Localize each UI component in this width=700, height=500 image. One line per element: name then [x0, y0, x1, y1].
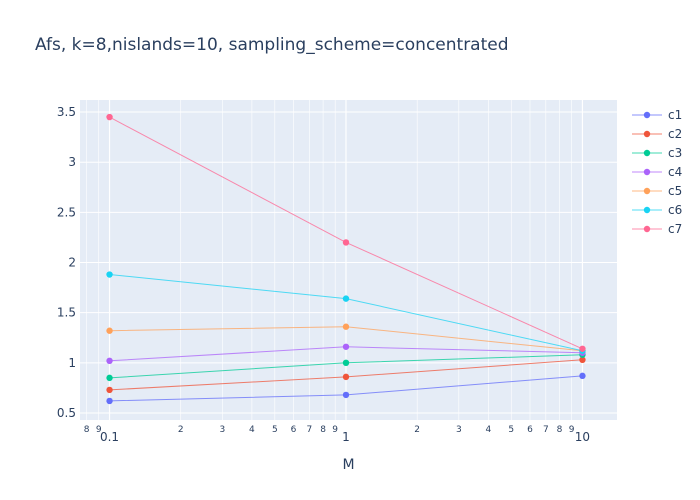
series-c1 [106, 372, 586, 405]
chart-title: Afs, k=8,nislands=10, sampling_scheme=co… [35, 35, 509, 55]
legend-swatch-marker [643, 187, 651, 195]
data-point-c2[interactable] [579, 356, 586, 364]
legend-item-c2[interactable]: c2 [632, 127, 682, 141]
data-point-c5[interactable] [106, 327, 113, 334]
y-axis: 0.5 1 1.5 2 2.5 3 3.5 [57, 105, 76, 420]
data-point-c7[interactable] [106, 113, 113, 121]
x-minor-tick-label: 2 [178, 425, 184, 435]
data-point-c3[interactable] [106, 374, 113, 382]
legend-label: c5 [668, 184, 682, 198]
legend-label: c4 [668, 165, 682, 179]
x-axis: 8 9 2 3 4 5 6 7 8 9 2 3 4 5 6 7 8 90.1 1 10 [84, 425, 590, 444]
series-c4 [106, 343, 586, 365]
x-minor-tick-label: 4 [485, 425, 491, 435]
legend-item-c7[interactable]: c7 [632, 222, 682, 236]
legend-swatch-marker [643, 130, 651, 138]
plot-background [80, 100, 617, 420]
data-point-c1[interactable] [106, 397, 113, 405]
x-minor-tick-label: 9 [96, 425, 102, 435]
legend-item-c1[interactable]: c1 [632, 108, 682, 122]
data-point-c4[interactable] [106, 357, 113, 365]
x-axis-title: M [342, 457, 354, 473]
data-point-c2[interactable] [342, 373, 350, 381]
legend-item-c5[interactable]: c5 [632, 184, 682, 198]
legend-label: c3 [668, 146, 682, 160]
data-point-c2[interactable] [106, 386, 113, 394]
x-minor-tick-label: 5 [508, 425, 514, 435]
series-c7 [106, 113, 586, 352]
y-tick-label: 1 [68, 356, 76, 370]
x-minor-tick-label: 6 [291, 425, 297, 435]
legend-label: c6 [668, 203, 682, 217]
data-point-c1[interactable] [342, 391, 350, 399]
data-point-c7[interactable] [579, 345, 586, 352]
x-minor-tick-label: 3 [219, 425, 225, 435]
legend-swatch-marker [643, 111, 651, 119]
legend-swatch-marker [643, 149, 651, 157]
y-tick-label: 0.5 [57, 406, 76, 420]
data-point-c6[interactable] [342, 295, 350, 302]
legend-item-c6[interactable]: c6 [632, 203, 682, 217]
legend-label: c7 [668, 222, 682, 236]
data-point-c4[interactable] [342, 343, 350, 350]
x-minor-tick-label: 6 [527, 425, 533, 435]
series-c2 [106, 356, 586, 394]
x-minor-tick-label: 9 [569, 425, 575, 435]
x-minor-tick-label: 8 [320, 425, 326, 435]
data-point-c1[interactable] [579, 372, 586, 380]
legend-label: c1 [668, 108, 682, 122]
legend-item-c3[interactable]: c3 [632, 146, 682, 160]
data-point-c3[interactable] [342, 359, 350, 367]
x-minor-tick-label: 8 [557, 425, 563, 435]
y-tick-label: 3 [68, 155, 76, 169]
legend-swatch-marker [643, 225, 651, 233]
y-tick-label: 2.5 [57, 205, 76, 219]
legend[interactable]: c1 c2 c3 c4 c5 c6 c7 [632, 108, 682, 236]
legend-item-c4[interactable]: c4 [632, 165, 682, 179]
x-minor-tick-label: 8 [84, 425, 90, 435]
legend-label: c2 [668, 127, 682, 141]
x-minor-tick-label: 9 [332, 425, 338, 435]
legend-swatch-marker [643, 168, 651, 176]
legend-swatch-marker [643, 206, 651, 214]
x-tick-label: 0.1 [100, 430, 119, 444]
x-tick-label: 10 [575, 430, 590, 444]
x-tick-label: 1 [342, 430, 350, 444]
x-minor-tick-label: 3 [456, 425, 462, 435]
y-tick-label: 2 [68, 256, 76, 270]
data-point-c7[interactable] [342, 239, 350, 246]
x-minor-tick-label: 7 [543, 425, 549, 435]
series-layer [106, 113, 586, 405]
x-minor-tick-label: 7 [307, 425, 313, 435]
x-minor-tick-label: 4 [249, 425, 255, 435]
x-minor-tick-label: 5 [272, 425, 278, 435]
y-tick-label: 3.5 [57, 105, 76, 119]
data-point-c6[interactable] [106, 271, 113, 278]
grid-lines [80, 100, 617, 420]
y-tick-label: 1.5 [57, 306, 76, 320]
data-point-c5[interactable] [342, 323, 350, 330]
x-minor-tick-label: 2 [414, 425, 420, 435]
